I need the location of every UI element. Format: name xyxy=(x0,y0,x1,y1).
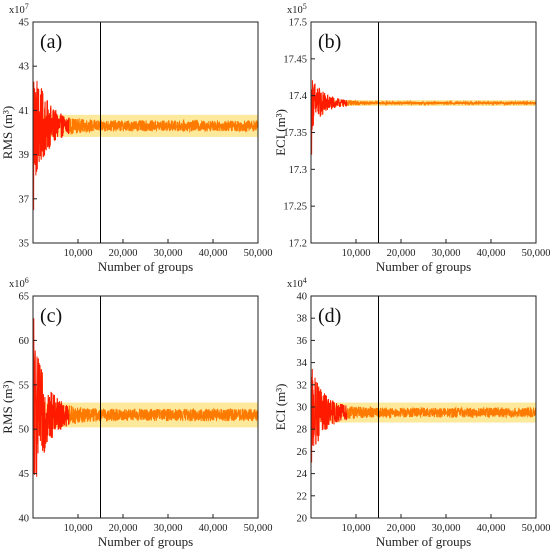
y-axis-label: ECI (m³) xyxy=(273,109,288,156)
y-tick-label: 35 xyxy=(19,239,30,250)
chart-panel-1: 10,000 20,000 30,000 40,000 50,000 35 37 39 41 43… xyxy=(0,2,272,274)
y-tick-label: 17.5 xyxy=(289,18,307,29)
y-tick-label: 28 xyxy=(297,425,308,436)
plot-frame xyxy=(32,295,259,519)
x-tick-label: 10,000 xyxy=(64,248,93,259)
y-tick-label: 40 xyxy=(19,514,30,525)
x-tick-label: 20,000 xyxy=(109,248,138,259)
y-tick-label: 38 xyxy=(297,314,308,325)
series-trace-early xyxy=(33,318,70,477)
y-tick-label: 60 xyxy=(19,336,30,347)
x-tick-label: 50,000 xyxy=(244,248,273,259)
x-axis-label: Number of groups xyxy=(376,534,471,549)
series-trace xyxy=(37,358,258,454)
y-axis-label: RMS (m³) xyxy=(0,380,15,433)
x-tick-label: 10,000 xyxy=(342,523,371,534)
y-axis-label: RMS (m³) xyxy=(0,106,15,159)
x-axis-label: Number of groups xyxy=(98,259,193,274)
panel-label: (b) xyxy=(318,31,341,53)
x-axis-label: Number of groups xyxy=(376,259,471,274)
x-tick-label: 20,000 xyxy=(387,523,416,534)
x-tick-label: 30,000 xyxy=(432,523,461,534)
y-axis-label: ECI (m³) xyxy=(273,384,288,431)
x-tick-label: 40,000 xyxy=(477,248,506,259)
x-tick-label: 30,000 xyxy=(154,523,183,534)
chart-panel-3: 10,000 20,000 30,000 40,000 50,000 40 45 50 55 60… xyxy=(0,276,272,549)
x-tick-label: 30,000 xyxy=(432,248,461,259)
y-tick-label: 55 xyxy=(19,380,30,391)
axis-multiplier: x105 xyxy=(287,2,307,16)
series-trace xyxy=(37,88,258,162)
x-tick-label: 40,000 xyxy=(477,523,506,534)
x-tick-label: 10,000 xyxy=(342,248,371,259)
y-tick-label: 43 xyxy=(19,62,30,73)
y-tick-label: 22 xyxy=(297,491,308,502)
y-tick-label: 39 xyxy=(19,150,30,161)
y-tick-label: 37 xyxy=(19,194,30,205)
series-trace xyxy=(315,87,536,117)
y-tick-label: 17.25 xyxy=(283,202,307,213)
y-tick-label: 17.2 xyxy=(289,239,307,250)
series-trace-early xyxy=(311,80,348,155)
axis-multiplier: x104 xyxy=(287,276,307,290)
plot-frame xyxy=(32,21,259,244)
y-tick-label: 17.45 xyxy=(283,54,307,65)
axis-multiplier: x107 xyxy=(9,2,29,16)
y-tick-label: 20 xyxy=(297,514,308,525)
x-tick-label: 50,000 xyxy=(522,523,550,534)
series-trace xyxy=(315,382,536,445)
x-tick-label: 40,000 xyxy=(199,248,228,259)
x-axis-label: Number of groups xyxy=(98,534,193,549)
y-tick-label: 50 xyxy=(19,425,30,436)
y-tick-label: 30 xyxy=(297,403,308,414)
y-tick-label: 32 xyxy=(297,380,308,391)
y-tick-label: 65 xyxy=(19,292,30,303)
y-tick-label: 24 xyxy=(297,469,308,480)
y-tick-label: 17.3 xyxy=(289,165,307,176)
panel-label: (d) xyxy=(318,305,341,327)
plot-frame xyxy=(310,21,537,244)
series-trace-early xyxy=(311,369,348,463)
x-tick-label: 10,000 xyxy=(64,523,93,534)
y-tick-label: 45 xyxy=(19,469,30,480)
panel-label: (c) xyxy=(40,305,62,327)
x-tick-label: 20,000 xyxy=(109,523,138,534)
x-tick-label: 20,000 xyxy=(387,248,416,259)
y-tick-label: 36 xyxy=(297,336,308,347)
y-tick-label: 26 xyxy=(297,447,308,458)
x-tick-label: 50,000 xyxy=(244,523,273,534)
y-tick-label: 34 xyxy=(297,358,308,369)
y-tick-label: 40 xyxy=(297,292,308,303)
y-tick-label: 45 xyxy=(19,18,30,29)
y-tick-label: 17.4 xyxy=(289,91,308,102)
chart-panel-2: 10,000 20,000 30,000 40,000 50,000 17.2 17.25 1… xyxy=(273,2,550,274)
x-tick-label: 50,000 xyxy=(522,248,550,259)
y-tick-label: 41 xyxy=(19,106,30,117)
chart-panel-4: 10,000 20,000 30,000 40,000 50,000 20 22 24 26 28… xyxy=(273,276,550,549)
y-tick-label: 17.35 xyxy=(283,128,307,139)
series-trace-early xyxy=(33,80,70,210)
axis-multiplier: x106 xyxy=(9,276,29,290)
panel-label: (a) xyxy=(40,31,62,53)
x-tick-label: 30,000 xyxy=(154,248,183,259)
x-tick-label: 40,000 xyxy=(199,523,228,534)
